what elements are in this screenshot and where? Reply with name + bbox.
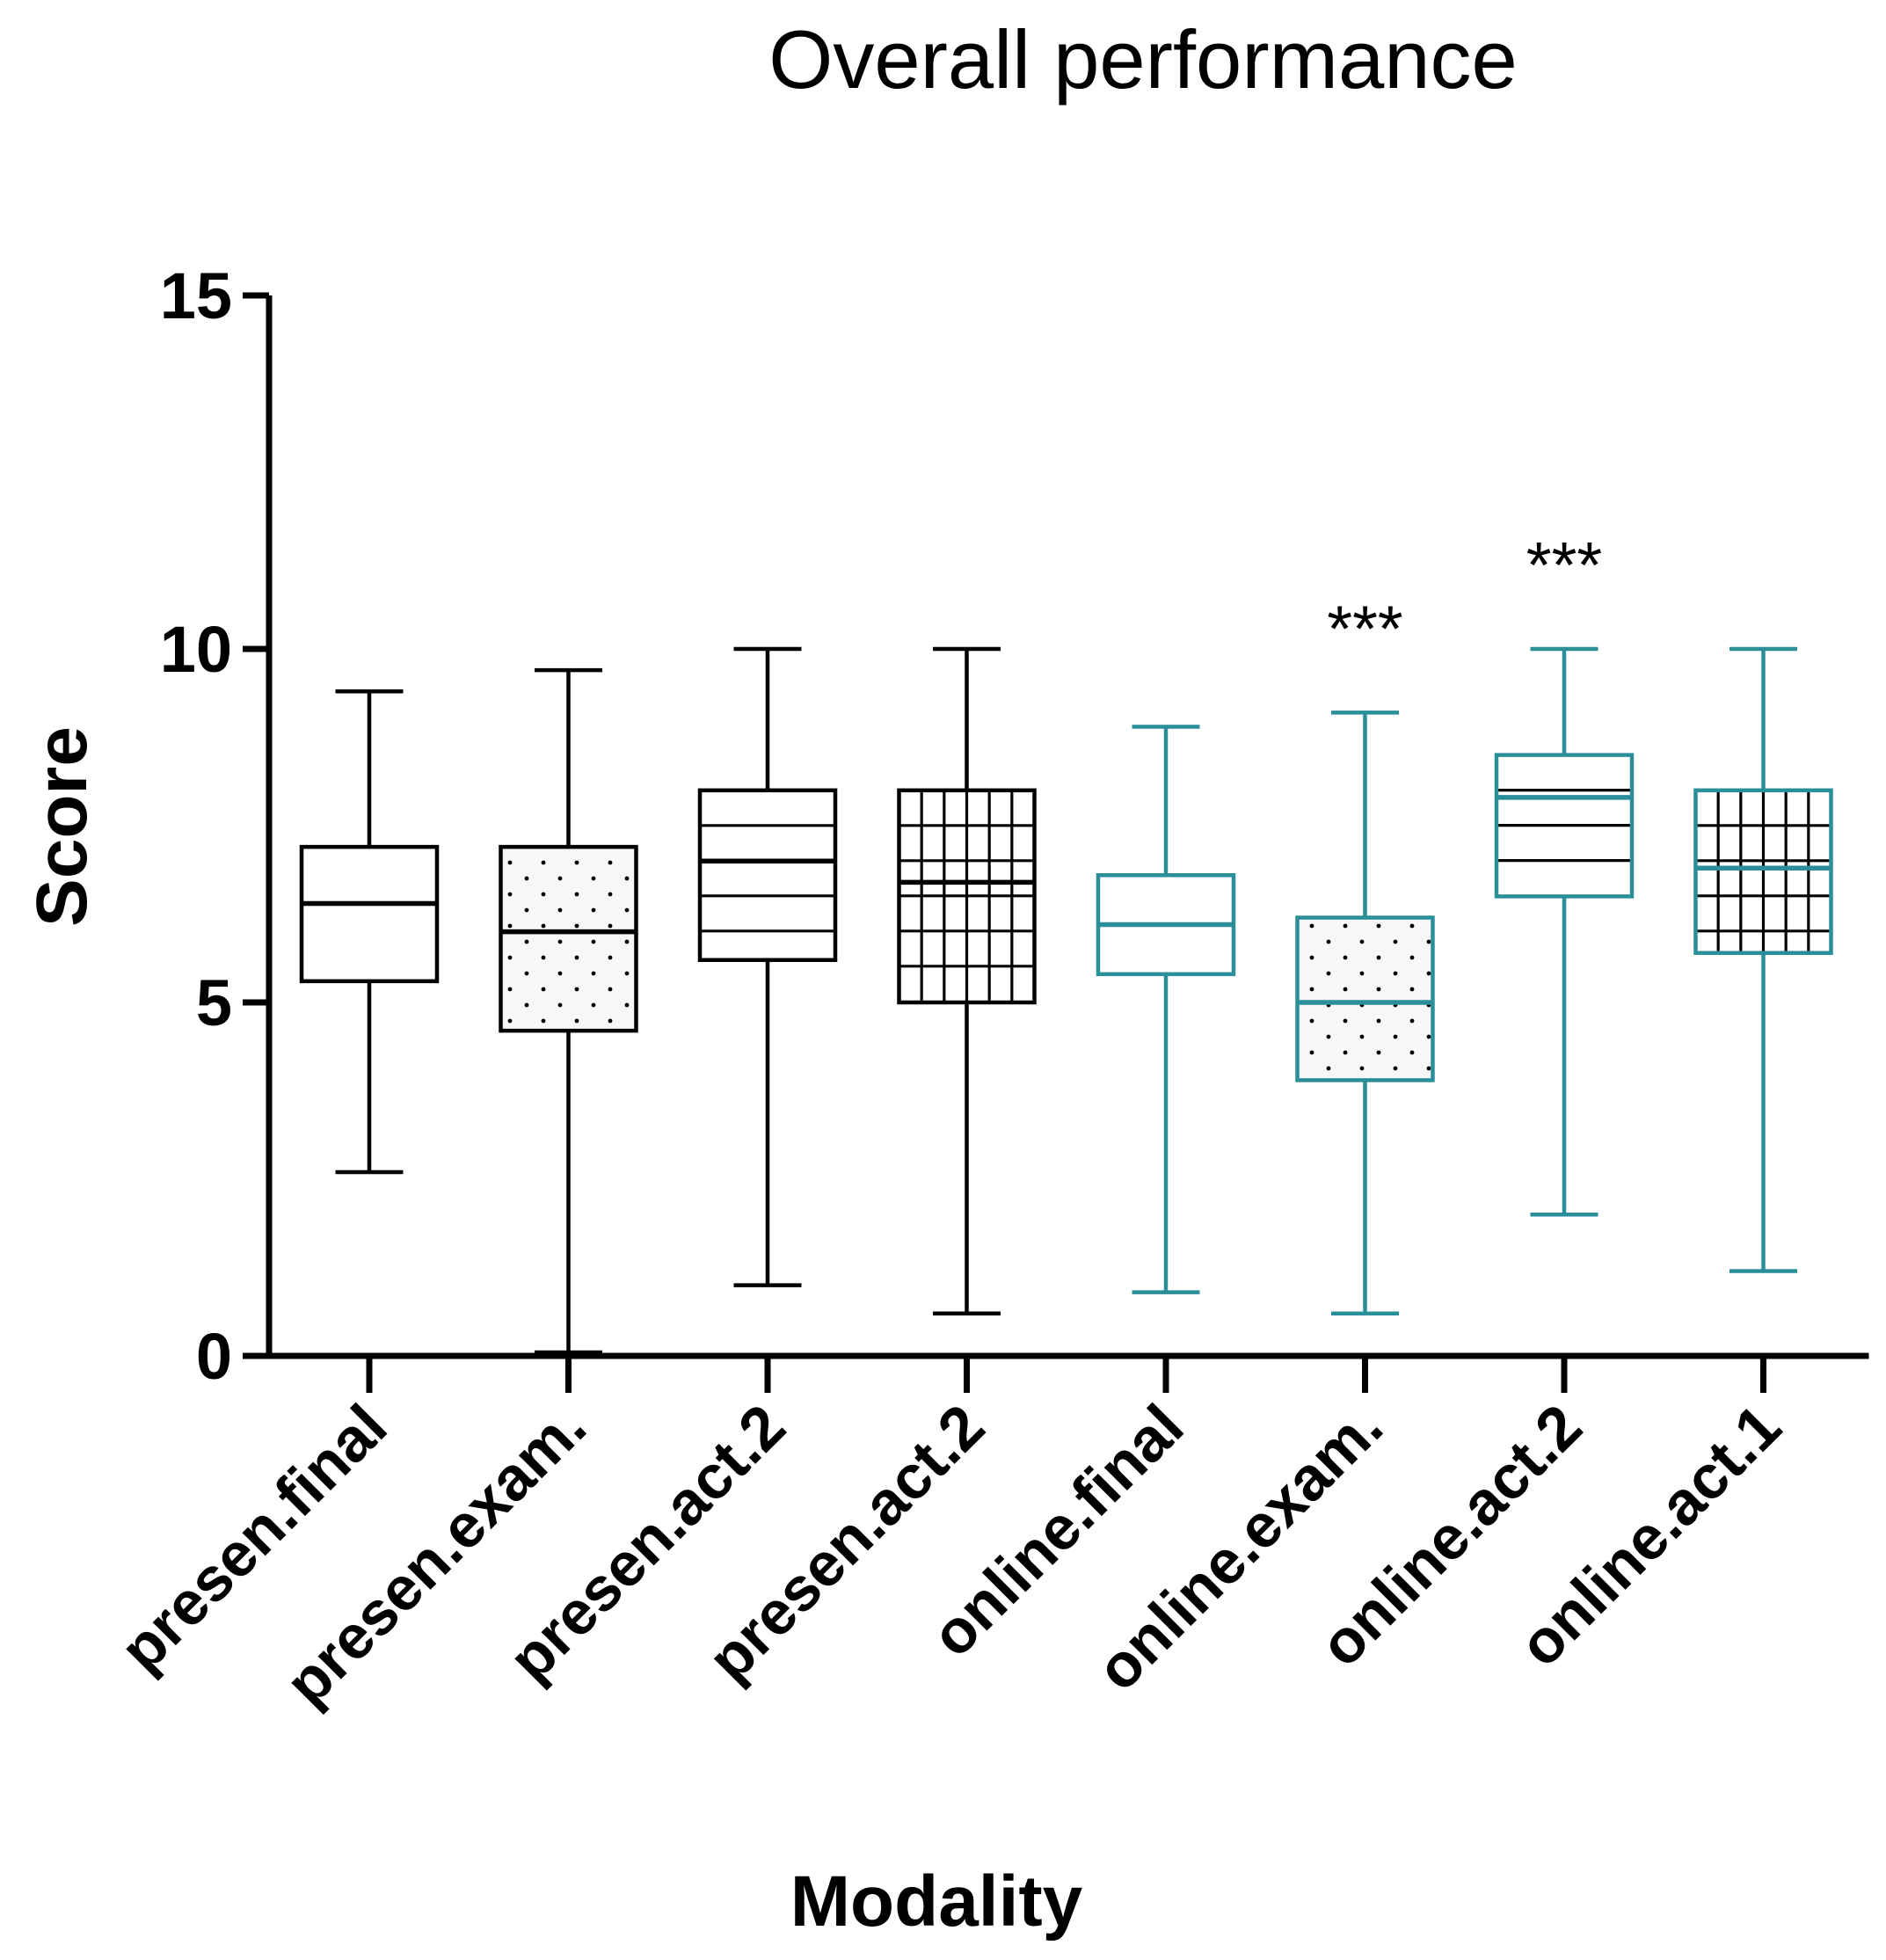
x-axis-title: Modality: [790, 1862, 1083, 1942]
significance-label: ***: [1327, 592, 1402, 665]
significance-label: ***: [1526, 528, 1602, 601]
box-6: ***: [1494, 528, 1635, 1217]
box-outline: [1693, 788, 1833, 955]
box-dot-pattern: [1297, 917, 1433, 1081]
box-4: [1096, 725, 1236, 1294]
boxes: *** ***: [299, 528, 1833, 1355]
y-tick-label: 5: [196, 966, 232, 1039]
y-tick-label: 10: [160, 613, 232, 686]
box-background: [302, 847, 437, 981]
box-2: [697, 646, 838, 1287]
chart-title: Overall performance: [768, 13, 1518, 106]
box-7: [1693, 646, 1833, 1273]
y-tick-label: 0: [196, 1320, 232, 1393]
box-outline: [1494, 753, 1635, 899]
box-1: [499, 667, 638, 1355]
box-3: [897, 646, 1037, 1316]
box-outline: [697, 788, 838, 963]
box-0: [299, 689, 440, 1175]
box-hatch: [1695, 790, 1831, 953]
box-outline: [1295, 915, 1435, 1082]
y-tick-label: 15: [160, 259, 232, 332]
box-5: ***: [1295, 592, 1435, 1316]
box-dot-pattern: [500, 847, 637, 1031]
box-background: [700, 790, 835, 960]
box-hatch: [899, 790, 1035, 1002]
box-outline: [499, 844, 638, 1033]
box-outline: [299, 844, 440, 984]
box-hatch: [1496, 788, 1632, 863]
box-outline: [897, 788, 1037, 1005]
y-axis-title: Score: [22, 726, 102, 927]
